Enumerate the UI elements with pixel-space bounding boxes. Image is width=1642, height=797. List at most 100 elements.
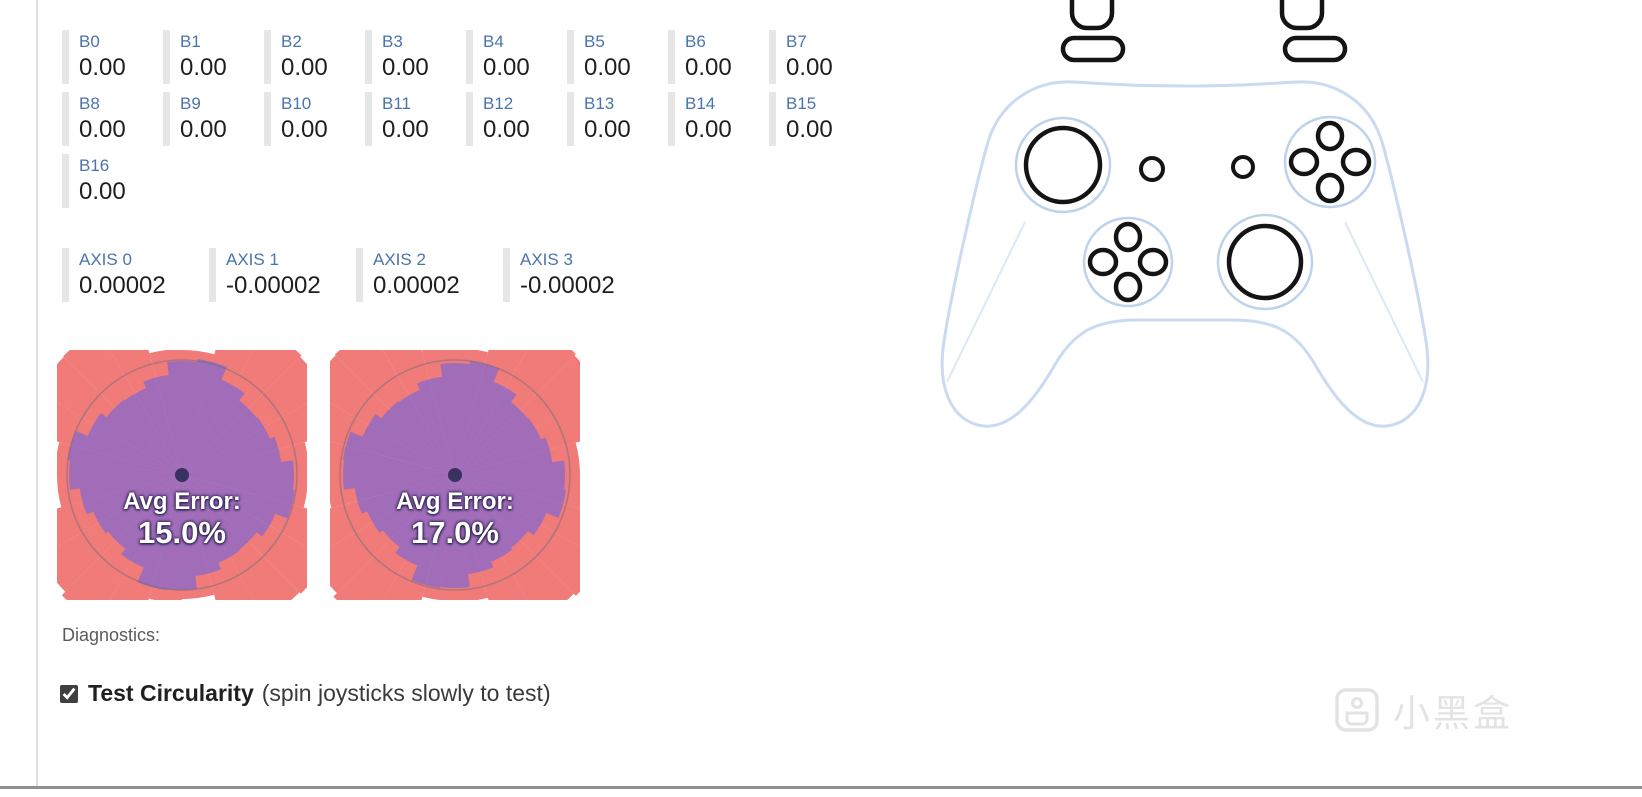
button-value: 0.00 xyxy=(786,54,833,81)
axis-meter xyxy=(62,248,69,302)
button-value: 0.00 xyxy=(79,116,126,143)
button-readout: B14 0.00 xyxy=(668,92,769,146)
button-readout: B1 0.00 xyxy=(163,30,264,84)
avg-error-value: 17.0% xyxy=(411,515,499,550)
avg-error-label: Avg Error: xyxy=(396,488,514,515)
button-label: B3 xyxy=(382,32,403,51)
button-meter xyxy=(62,30,69,84)
avg-error-overlay: Avg Error: 17.0% xyxy=(330,488,580,550)
circularity-chart-right xyxy=(330,350,580,600)
right-stick-icon xyxy=(1226,223,1304,301)
button-row-2: B16 0.00 xyxy=(62,154,870,208)
circularity-plot-0: Avg Error: 15.0% xyxy=(57,350,307,600)
button-label: B13 xyxy=(584,94,615,113)
button-meter xyxy=(668,92,675,146)
button-value: 0.00 xyxy=(382,116,429,143)
circularity-chart-left xyxy=(57,350,307,600)
watermark-text: 小黑盒 xyxy=(1393,693,1513,734)
button-label: B15 xyxy=(786,94,817,113)
axis-meter xyxy=(503,248,510,302)
button-value: 0.00 xyxy=(281,54,328,81)
button-readout: B3 0.00 xyxy=(365,30,466,84)
axis-readouts: AXIS 0 0.00002 AXIS 1 -0.00002 AXIS 2 0.… xyxy=(62,248,650,302)
button-label: B7 xyxy=(786,32,807,51)
circularity-checkbox-hint: (spin joysticks slowly to test) xyxy=(261,680,551,706)
button-value: 0.00 xyxy=(483,116,530,143)
button-readout: B6 0.00 xyxy=(668,30,769,84)
button-meter xyxy=(264,92,271,146)
face-buttons-well xyxy=(1283,115,1377,209)
button-value: 0.00 xyxy=(685,116,732,143)
button-value: 0.00 xyxy=(584,116,631,143)
face-button-left-icon xyxy=(1288,147,1320,177)
circularity-test-row: Test Circularity (spin joysticks slowly … xyxy=(60,680,551,707)
avg-error-label: Avg Error: xyxy=(123,488,241,515)
axis-readout: AXIS 2 0.00002 xyxy=(356,248,503,302)
gamepad-diagram xyxy=(940,0,1430,428)
face-button-bottom-icon xyxy=(1315,172,1345,204)
circularity-checkbox-label[interactable]: Test Circularity xyxy=(88,680,254,706)
axis-meter xyxy=(209,248,216,302)
button-meter xyxy=(769,30,776,84)
button-label: B11 xyxy=(382,94,411,113)
button-value: 0.00 xyxy=(584,54,631,81)
button-value: 0.00 xyxy=(483,54,530,81)
button-readout: B10 0.00 xyxy=(264,92,365,146)
button-meter xyxy=(567,92,574,146)
button-meter xyxy=(365,30,372,84)
left-bumper-icon xyxy=(1060,35,1126,63)
button-readout: B8 0.00 xyxy=(62,92,163,146)
axis-readout: AXIS 0 0.00002 xyxy=(62,248,209,302)
button-meter xyxy=(466,30,473,84)
button-label: B0 xyxy=(79,32,100,51)
button-readout: B0 0.00 xyxy=(62,30,163,84)
axis-value: -0.00002 xyxy=(226,272,321,299)
axis-readout: AXIS 3 -0.00002 xyxy=(503,248,650,302)
right-grip-seam xyxy=(1344,221,1424,383)
button-label: B6 xyxy=(685,32,706,51)
watermark-logo-icon xyxy=(1335,688,1379,732)
button-readout: B7 0.00 xyxy=(769,30,870,84)
button-readout: B2 0.00 xyxy=(264,30,365,84)
button-meter xyxy=(769,92,776,146)
button-value: 0.00 xyxy=(685,54,732,81)
button-label: B12 xyxy=(483,94,514,113)
face-button-top-icon xyxy=(1315,120,1345,152)
dpad-left-icon xyxy=(1087,247,1119,277)
button-label: B16 xyxy=(79,156,110,175)
left-stick-well xyxy=(1014,116,1112,214)
circularity-checkbox[interactable] xyxy=(60,684,78,703)
button-label: B9 xyxy=(180,94,201,113)
bottom-border-line xyxy=(0,786,1642,789)
button-meter xyxy=(62,154,69,208)
axis-value: 0.00002 xyxy=(373,272,460,299)
left-trigger-icon xyxy=(1069,0,1115,31)
button-readout: B4 0.00 xyxy=(466,30,567,84)
button-meter xyxy=(668,30,675,84)
button-meter xyxy=(163,92,170,146)
button-label: B10 xyxy=(281,94,312,113)
button-readout: B9 0.00 xyxy=(163,92,264,146)
axis-label: AXIS 0 xyxy=(79,250,132,269)
avg-error-overlay: Avg Error: 15.0% xyxy=(57,488,307,550)
diagnostics-label: Diagnostics: xyxy=(62,625,161,645)
left-grip-seam xyxy=(946,221,1026,383)
button-label: B14 xyxy=(685,94,716,113)
avg-error-value: 15.0% xyxy=(138,515,226,550)
circularity-plot-1: Avg Error: 17.0% xyxy=(330,350,580,600)
circularity-plots: Avg Error: 15.0% Avg Error: 17.0% xyxy=(57,350,580,600)
axis-meter xyxy=(356,248,363,302)
button-value: 0.00 xyxy=(180,116,227,143)
button-readout: B13 0.00 xyxy=(567,92,668,146)
button-value: 0.00 xyxy=(382,54,429,81)
button-row-1: B8 0.00 B9 0.00 B10 0.00 B11 0.00 B12 0.… xyxy=(62,92,870,146)
button-meter xyxy=(567,30,574,84)
button-meter xyxy=(62,92,69,146)
gamepad-body-outline xyxy=(940,80,1430,428)
button-value: 0.00 xyxy=(180,54,227,81)
button-value: 0.00 xyxy=(79,54,126,81)
button-value: 0.00 xyxy=(281,116,328,143)
button-label: B2 xyxy=(281,32,302,51)
button-readout: B12 0.00 xyxy=(466,92,567,146)
